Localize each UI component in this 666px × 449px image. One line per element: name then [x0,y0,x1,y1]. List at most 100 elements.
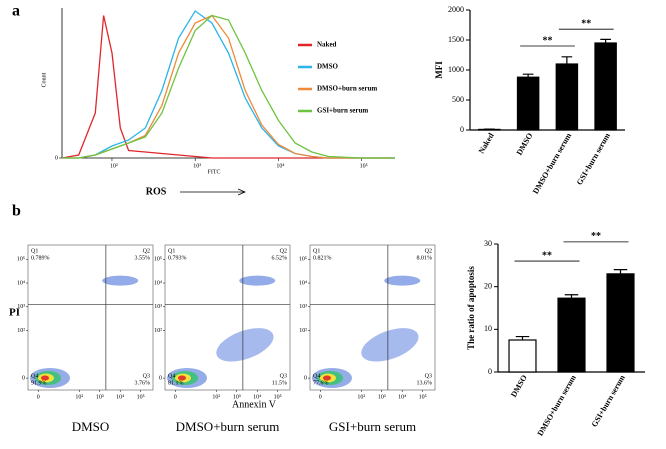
quadrant-name: Q1 [313,248,320,254]
x-tick-label: 10² [110,163,118,169]
error-bar [564,294,579,299]
quadrant-percent: 81.1% [168,380,184,386]
y-tick-label: 10³ [17,304,25,310]
bar [516,76,540,131]
error-bar [613,269,628,274]
x-tick-label: DMSO [515,131,535,156]
quadrant-percent: 6.52% [272,255,288,261]
x-tick-label: 10³ [233,394,241,400]
quadrant-name: Q4 [313,373,320,379]
plot-frame [27,244,154,391]
plot-name: DMSO [72,419,110,434]
x-tick-label: 10³ [96,394,104,400]
error-bar [522,73,534,78]
y-tick-label: 10⁵ [17,257,25,263]
x-tick-label: 10² [357,394,365,400]
plot-name: GSI+burn serum [329,419,416,434]
quadrant-name: Q1 [31,248,38,254]
x-tick-label: 10⁴ [398,394,406,400]
y-tick-label: 0 [488,367,492,376]
x-axis-label: Annexin V [232,399,277,410]
y-tick-label: 1000 [448,65,464,74]
y-tick-label: 10³ [154,304,162,310]
x-tick-label: 10⁴ [253,394,261,400]
y-axis-label: The ratio of apoptosis [466,266,476,350]
x-tick-label: 10⁴ [116,394,124,400]
quadrant-name: Q3 [425,373,432,379]
series-line [61,15,395,159]
dot-cloud [384,275,421,286]
y-tick-label: 10⁵ [154,257,162,263]
x-tick-label: 0 [37,394,40,400]
significance-label: ** [542,250,552,261]
legend-label: DMSO [317,63,339,71]
x-tick-label: 0 [174,394,177,400]
x-tick-label: 10⁵ [360,163,368,169]
y-tick-label: 0 [304,375,307,381]
x-tick-label: 10⁵ [274,394,282,400]
x-tick-label: 10² [212,394,220,400]
y-tick-label: 10² [299,328,307,334]
y-tick-label: 0 [22,375,25,381]
bar [557,297,586,373]
quadrant-name: Q4 [168,373,175,379]
quadrant-percent: 77.6% [313,380,329,386]
y-tick-label: 0 [460,125,464,134]
quadrant-percent: 0.793% [168,255,187,261]
quadrant-percent: 11.5% [272,380,287,386]
quadrant-percent: 3.76% [135,380,151,386]
panel-label: a [12,3,20,20]
x-tick-label: DMSO+burn serum [531,131,573,195]
quadrant-percent: 91.9% [31,380,47,386]
x-tick-label: 10⁴ [276,163,284,169]
bar [594,42,617,131]
y-tick-label: 2000 [448,5,464,14]
x-tick-label: GSI+burn serum [575,131,612,187]
quadrant-percent: 8.01% [417,255,433,261]
x-tick-label: 0 [319,394,322,400]
quadrant-name: Q2 [143,248,150,254]
quadrant-name: Q2 [280,248,287,254]
quadrant-percent: 13.6% [417,380,433,386]
quadrant-name: Q4 [31,373,38,379]
series-line [62,14,395,159]
y-tick-label: 0 [159,375,162,381]
x-tick-label: DMSO [509,373,529,398]
quadrant-percent: 0.789% [31,255,50,261]
y-tick-label: 30 [484,239,492,248]
quadrant-name: Q2 [425,248,432,254]
y-tick-label: 10³ [299,304,307,310]
quadrant-name: Q3 [143,373,150,379]
significance-label: ** [543,35,553,46]
y-tick-label: 10⁴ [17,280,25,286]
x-tick-label: 10⁵ [137,394,145,400]
y-axis-label: MFI [434,61,444,79]
x-tick-label: 10³ [193,163,201,169]
quadrant-percent: 0.821% [313,255,332,261]
dot-cloud [361,328,419,362]
quadrant-percent: 3.55% [135,255,151,261]
y-tick-label: 10 [484,324,492,333]
error-bar [600,38,611,43]
caption: ROS [146,186,167,197]
x-tick-label: DMSO+burn serum [536,373,578,437]
arrow-head [237,188,247,196]
x-tick-label: 10⁵ [419,394,427,400]
dot-cloud [102,275,139,286]
quadrant-name: Q3 [280,373,287,379]
x-axis-label: FITC [207,169,220,175]
y-tick-label: 1500 [448,35,464,44]
x-tick-label: GSI+burn serum [590,373,627,429]
significance-label: ** [581,18,591,29]
error-bar [561,56,573,64]
bar [508,339,537,373]
y-tick-label: 10² [154,328,162,334]
dot-cloud [239,275,276,286]
legend-label: DMSO+burn serum [317,85,377,93]
dot-clouds [30,275,421,388]
legend-label: GSI+burn serum [317,107,368,115]
dot-cloud [216,328,274,362]
y-axis-label: Count [41,72,47,87]
plot-frame [164,244,291,391]
